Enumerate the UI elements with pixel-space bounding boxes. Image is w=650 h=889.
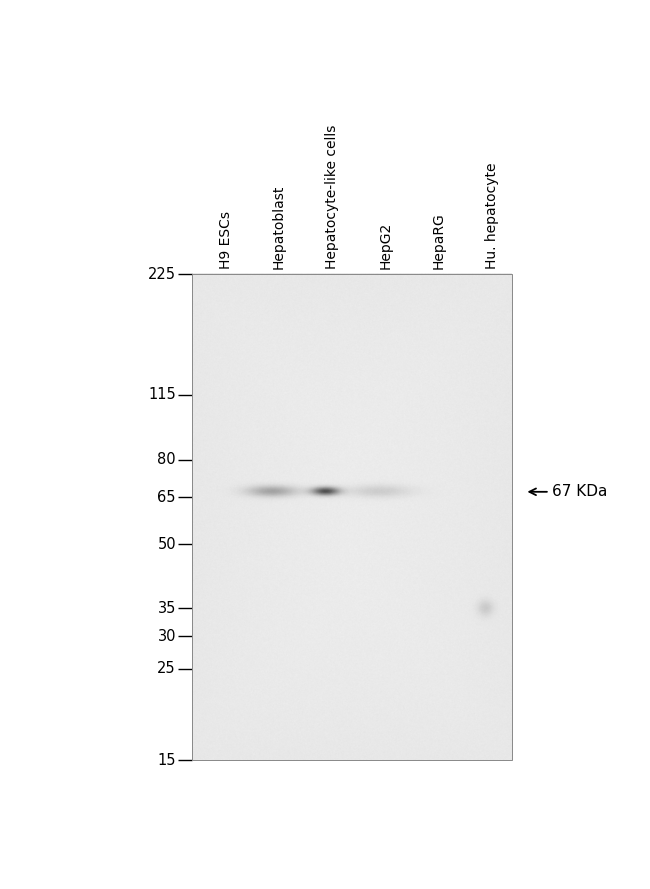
Text: 115: 115 <box>148 388 176 403</box>
Text: Hu. hepatocyte: Hu. hepatocyte <box>486 163 499 268</box>
Text: H9 ESCs: H9 ESCs <box>219 211 233 268</box>
Text: 25: 25 <box>157 661 176 677</box>
Text: 15: 15 <box>157 753 176 768</box>
Text: 80: 80 <box>157 453 176 468</box>
Text: 225: 225 <box>148 267 176 282</box>
Text: Hepatocyte-like cells: Hepatocyte-like cells <box>326 124 339 268</box>
Text: 30: 30 <box>157 629 176 644</box>
Text: HepG2: HepG2 <box>379 221 393 268</box>
Text: HepaRG: HepaRG <box>432 212 446 268</box>
Text: Hepatoblast: Hepatoblast <box>272 185 286 268</box>
Bar <box>192 275 512 760</box>
Text: 50: 50 <box>157 537 176 552</box>
Text: 67 KDa: 67 KDa <box>552 485 608 500</box>
Text: 65: 65 <box>157 490 176 505</box>
Text: 35: 35 <box>157 601 176 616</box>
